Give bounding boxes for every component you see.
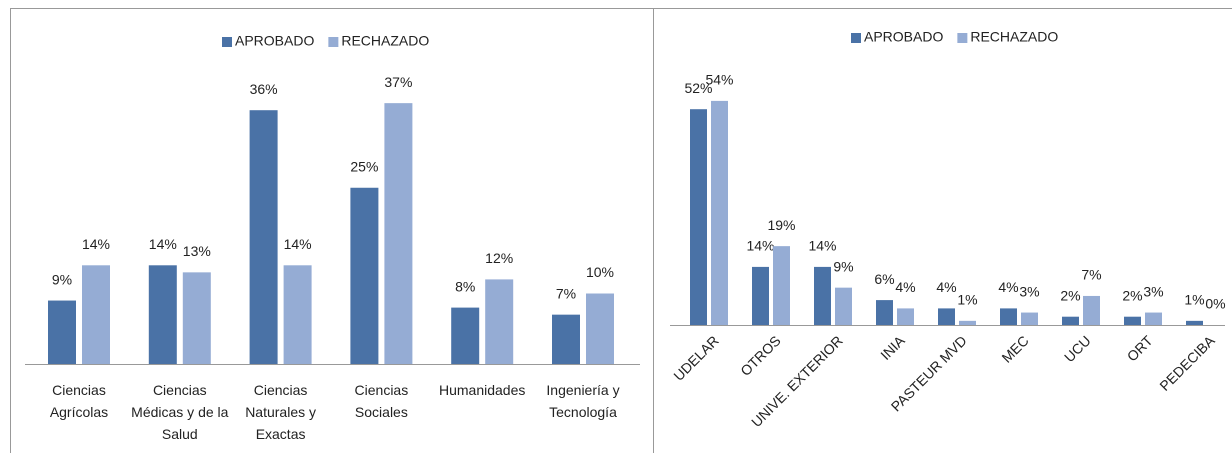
bar <box>773 246 790 325</box>
bar <box>711 100 728 326</box>
data-label: 6% <box>874 271 894 287</box>
bar <box>876 300 893 325</box>
x-tick-label: ORT <box>1124 332 1156 364</box>
data-label: 37% <box>384 74 412 90</box>
data-label: 7% <box>1081 267 1101 283</box>
x-tick-label: Ciencias Médicas y de la Salud <box>131 382 229 442</box>
data-label: 7% <box>556 285 576 301</box>
bar <box>586 293 614 364</box>
bar <box>1000 308 1017 325</box>
data-label: 14% <box>808 238 836 254</box>
x-tick-label: MEC <box>998 332 1031 365</box>
x-tick-label: INIA <box>877 332 908 363</box>
x-tick-label: OTROS <box>737 332 784 379</box>
bar <box>82 265 110 364</box>
bar <box>249 110 278 364</box>
legend-label: RECHAZADO <box>341 33 429 49</box>
data-label: 52% <box>684 80 712 96</box>
bar <box>814 266 831 325</box>
x-tick-label: Ciencias Naturales y Exactas <box>245 382 316 442</box>
x-tick-label: Ciencias Sociales <box>354 382 409 420</box>
bar <box>897 308 914 325</box>
data-label: 25% <box>350 158 378 174</box>
legend-swatch <box>222 37 232 47</box>
data-label: 19% <box>767 217 795 233</box>
bar <box>552 314 580 364</box>
bar <box>690 109 707 325</box>
data-label: 14% <box>149 236 177 252</box>
bar <box>1186 320 1203 325</box>
x-tick-label: UDELAR <box>670 332 721 383</box>
bar <box>451 307 480 364</box>
legend-swatch <box>851 33 861 43</box>
data-label: 9% <box>52 271 72 287</box>
data-label: 12% <box>485 250 513 266</box>
bar <box>485 279 514 364</box>
data-label: 0% <box>1205 296 1225 312</box>
data-label: 1% <box>1184 292 1204 308</box>
bar <box>752 266 769 325</box>
bar <box>1083 295 1100 325</box>
data-label: 54% <box>705 72 733 88</box>
data-label: 4% <box>936 279 956 295</box>
legend-label: RECHAZADO <box>970 29 1058 45</box>
legend-label: APROBADO <box>235 33 314 49</box>
data-label: 13% <box>183 243 211 259</box>
data-label: 14% <box>284 236 312 252</box>
bar <box>48 300 76 364</box>
bar <box>1062 316 1079 325</box>
bar <box>384 103 413 365</box>
x-tick-label: UCU <box>1061 332 1094 365</box>
data-label: 14% <box>746 238 774 254</box>
data-label: 4% <box>998 279 1018 295</box>
data-label: 3% <box>1019 283 1039 299</box>
data-label: 10% <box>586 264 614 280</box>
data-label: 36% <box>250 81 278 97</box>
data-label: 14% <box>82 236 110 252</box>
bar <box>283 265 312 364</box>
bar <box>1124 316 1141 325</box>
x-tick-label: Humanidades <box>438 382 526 398</box>
x-tick-label: Ingeniería y Tecnología <box>546 382 620 420</box>
bar <box>835 287 852 325</box>
bar <box>182 272 211 364</box>
data-label: 9% <box>833 258 853 274</box>
data-label: 4% <box>895 279 915 295</box>
data-label: 3% <box>1143 283 1163 299</box>
legend-label: APROBADO <box>864 29 943 45</box>
bar <box>959 320 976 325</box>
bar <box>148 265 177 364</box>
bar <box>1145 312 1162 325</box>
data-label: 1% <box>957 292 977 308</box>
bar <box>1021 312 1038 325</box>
x-tick-label: Ciencias Agrícolas <box>49 382 109 420</box>
data-label: 2% <box>1122 287 1142 303</box>
legend-swatch <box>957 33 968 43</box>
data-label: 2% <box>1060 287 1080 303</box>
data-label: 8% <box>455 278 475 294</box>
legend-swatch <box>328 37 339 47</box>
bar <box>938 308 955 325</box>
bar <box>350 187 379 364</box>
x-tick-label: PEDECIBA <box>1156 332 1218 394</box>
